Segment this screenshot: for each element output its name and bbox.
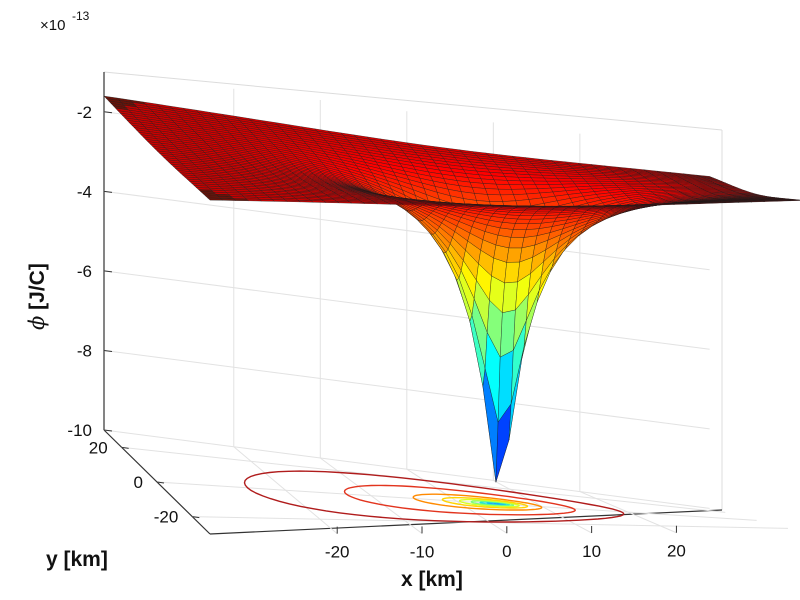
contour-ring <box>243 470 625 523</box>
surface-patch <box>508 237 525 249</box>
surface-patch <box>487 194 503 202</box>
x-tick-label: 0 <box>502 542 511 561</box>
surface-patch <box>594 205 611 207</box>
surface-patch <box>517 206 533 208</box>
surface-patch <box>500 194 517 202</box>
surface-patch <box>512 223 529 230</box>
x-axis-label: x [km] <box>401 568 463 591</box>
surface-patch <box>510 229 527 238</box>
surface-patch <box>388 202 404 205</box>
surface-patch <box>544 177 561 182</box>
surface-patch <box>522 184 538 190</box>
surface-patch <box>598 181 615 184</box>
surface-patch <box>502 281 518 313</box>
surface-patch <box>530 177 547 182</box>
z-tick-label: -4 <box>77 182 92 201</box>
z-tick-label: -6 <box>77 262 92 281</box>
surface-patch <box>788 200 800 201</box>
z-axis-symbol: ϕ <box>25 316 49 330</box>
z-tick-mark <box>103 429 113 432</box>
surface-patch <box>465 205 482 207</box>
surface-patch <box>583 178 600 182</box>
contour-ring <box>343 484 577 516</box>
y-axis-ticks: 20 0 -20 <box>89 438 200 527</box>
surface-patch <box>668 184 685 187</box>
y-axis-label: y [km] <box>46 548 108 571</box>
surface-patch <box>530 215 546 220</box>
z-tick-label: -8 <box>77 341 92 360</box>
surface-patch <box>496 184 512 190</box>
surface-patch <box>534 210 551 214</box>
surface-patch <box>500 309 516 358</box>
surface-mesh <box>103 95 800 483</box>
surface-patch <box>504 261 520 284</box>
surface-patch <box>478 205 494 207</box>
z-tick-mark <box>103 190 113 193</box>
surface-patch <box>569 206 585 207</box>
surface-patch <box>536 209 553 212</box>
surface-patch <box>607 205 624 207</box>
surface-patch <box>504 206 520 207</box>
surface-patch <box>559 181 576 185</box>
surface-patch <box>570 178 587 182</box>
y-tick-label: -20 <box>154 508 179 527</box>
surface-patch <box>491 205 507 207</box>
surface-patch <box>474 193 490 202</box>
surface-patch <box>506 247 523 263</box>
z-tick-label: -10 <box>67 421 92 440</box>
x-tick-label: 20 <box>667 542 686 561</box>
surface-patch <box>509 184 525 190</box>
contour-lines <box>243 470 625 523</box>
surface-patch <box>511 188 527 195</box>
z-axis-ticks: -10 -8 -6 -4 -2 <box>67 103 113 440</box>
surface-patch <box>533 180 550 185</box>
surface-patch <box>498 189 514 196</box>
z-exponent-power: -13 <box>72 9 90 23</box>
surface-patch <box>519 212 536 216</box>
surface-patch <box>519 180 536 185</box>
y-tick-mark <box>121 446 129 449</box>
y-tick-label: 20 <box>89 438 108 457</box>
surface-patch <box>485 188 501 196</box>
x-tick-label: -10 <box>410 542 435 561</box>
y-gridline-floor <box>156 481 757 521</box>
z-axis-label: ϕ [J/C] <box>25 263 49 330</box>
x-tick-label: -20 <box>325 543 350 562</box>
y-tick-mark <box>192 516 200 519</box>
y-tick-label: 0 <box>134 473 143 492</box>
surface-patch <box>596 178 613 182</box>
z-tick-mark <box>103 111 113 114</box>
x-tick-label: 10 <box>582 542 601 561</box>
contour-ring <box>441 496 529 509</box>
surface-patch <box>517 177 534 182</box>
y-tick-mark <box>156 481 165 484</box>
surface-patch <box>452 204 469 207</box>
surface-patch <box>762 200 778 202</box>
surface-patch <box>538 208 555 210</box>
surface-patch <box>626 183 643 186</box>
x-axis-ticks: -20 -10 0 10 20 <box>325 525 686 562</box>
surface-patch <box>683 186 700 188</box>
surface-patch <box>611 181 628 184</box>
surface-patch <box>517 215 533 220</box>
z-tick-mark <box>103 349 113 352</box>
contour-ring <box>458 498 520 508</box>
surface-patch <box>557 178 574 182</box>
contour-ring <box>412 493 543 511</box>
z-tick-mark <box>103 270 113 273</box>
surface-patch <box>585 181 602 184</box>
surface-patch <box>401 203 417 206</box>
z-axis-unit: [J/C] <box>26 263 49 316</box>
surface-patch <box>532 212 549 216</box>
z-tick-label: -2 <box>77 103 92 122</box>
z-exponent-base: ×10 <box>40 17 65 34</box>
surface-patch <box>546 181 563 185</box>
surface-patch <box>515 218 531 224</box>
